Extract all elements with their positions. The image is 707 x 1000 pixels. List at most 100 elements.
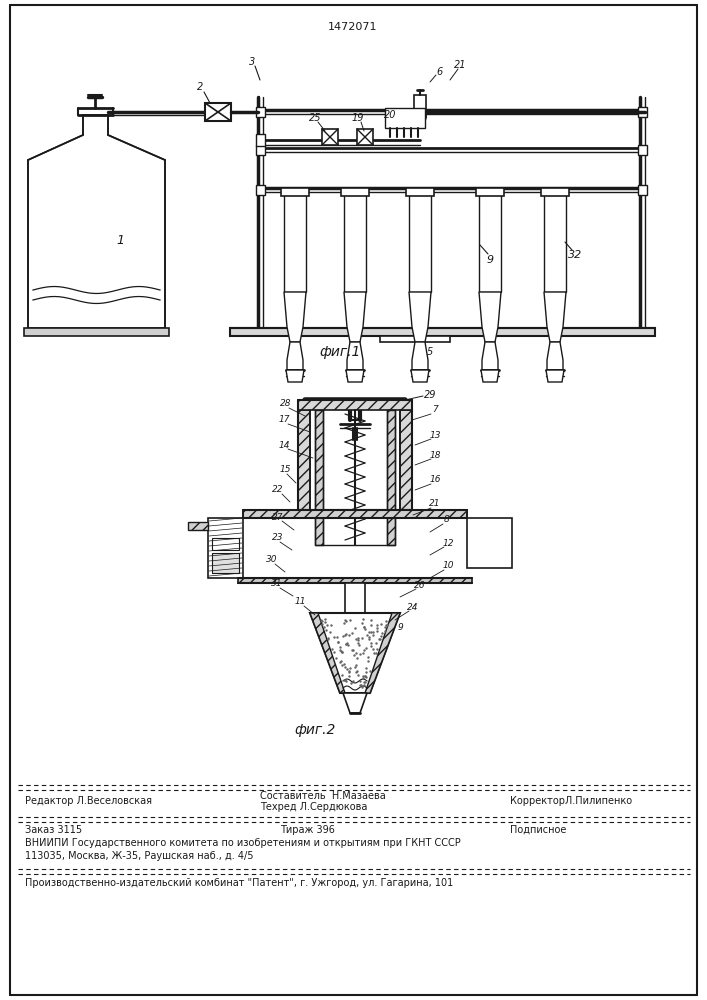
Bar xyxy=(212,538,239,550)
Polygon shape xyxy=(310,613,345,693)
Bar xyxy=(256,185,265,195)
Text: Производственно-издательский комбинат "Патент", г. Ужгород, ул. Гагарина, 101: Производственно-издательский комбинат "П… xyxy=(25,878,453,888)
Bar xyxy=(256,145,265,155)
Bar xyxy=(387,410,395,545)
Text: Тираж 396: Тираж 396 xyxy=(280,825,335,835)
Bar xyxy=(638,107,647,117)
Text: 8: 8 xyxy=(444,516,450,524)
Text: Техред Л.Сердюкова: Техред Л.Сердюкова xyxy=(260,802,368,812)
Text: 17: 17 xyxy=(279,416,290,424)
Text: 16: 16 xyxy=(429,476,440,485)
Bar xyxy=(322,129,338,145)
Polygon shape xyxy=(544,292,566,342)
Text: 7: 7 xyxy=(432,406,438,414)
Text: 2: 2 xyxy=(197,82,203,92)
Bar xyxy=(344,192,366,292)
Text: 27: 27 xyxy=(272,512,284,522)
Text: 11: 11 xyxy=(294,597,305,606)
Polygon shape xyxy=(547,342,563,370)
Text: фиг.2: фиг.2 xyxy=(294,723,336,737)
Bar xyxy=(385,108,425,128)
Text: 21: 21 xyxy=(454,60,466,70)
Text: 25: 25 xyxy=(309,113,321,123)
Bar xyxy=(479,192,501,292)
Bar xyxy=(400,410,412,510)
Text: 28: 28 xyxy=(280,399,292,408)
Text: 14: 14 xyxy=(279,440,290,450)
Polygon shape xyxy=(284,292,306,342)
Bar xyxy=(409,192,431,292)
Polygon shape xyxy=(28,115,165,328)
Polygon shape xyxy=(287,342,303,370)
Text: 23: 23 xyxy=(272,534,284,542)
Bar xyxy=(345,583,365,613)
Bar xyxy=(541,188,569,196)
Bar xyxy=(205,103,231,121)
Bar xyxy=(414,95,426,117)
Text: 1472071: 1472071 xyxy=(328,22,378,32)
Polygon shape xyxy=(411,370,429,382)
Text: фиг.1: фиг.1 xyxy=(320,345,361,359)
Bar xyxy=(256,134,265,146)
Bar xyxy=(406,188,434,196)
Polygon shape xyxy=(346,370,364,382)
Bar xyxy=(24,328,169,336)
Text: 20: 20 xyxy=(384,110,396,120)
Bar xyxy=(208,518,243,578)
Bar xyxy=(638,145,647,155)
Text: 26: 26 xyxy=(414,580,426,589)
Polygon shape xyxy=(482,342,498,370)
Text: 31: 31 xyxy=(271,580,283,588)
Text: 30: 30 xyxy=(267,556,278,564)
Text: 24: 24 xyxy=(407,602,419,611)
Text: Редактор Л.Веселовская: Редактор Л.Веселовская xyxy=(25,796,152,806)
Bar xyxy=(284,192,306,292)
Text: 9: 9 xyxy=(486,255,493,265)
Bar xyxy=(230,328,655,336)
Text: 22: 22 xyxy=(272,486,284,494)
Bar xyxy=(476,188,504,196)
Text: Подписное: Подписное xyxy=(510,825,566,835)
Text: 18: 18 xyxy=(429,450,440,460)
Text: 32: 32 xyxy=(568,250,582,260)
Bar xyxy=(357,129,373,145)
Text: 6: 6 xyxy=(437,67,443,77)
Polygon shape xyxy=(409,292,431,342)
Text: Заказ 3115: Заказ 3115 xyxy=(25,825,82,835)
Text: 9: 9 xyxy=(397,624,403,633)
Text: 10: 10 xyxy=(443,562,454,570)
Text: 1: 1 xyxy=(116,233,124,246)
Polygon shape xyxy=(546,370,564,382)
Bar xyxy=(238,578,472,583)
Text: 5: 5 xyxy=(427,347,433,357)
Text: ВНИИПИ Государственного комитета по изобретениям и открытиям при ГКНТ СССР: ВНИИПИ Государственного комитета по изоб… xyxy=(25,838,461,848)
Bar xyxy=(380,336,450,342)
Bar xyxy=(298,400,412,410)
Polygon shape xyxy=(344,292,366,342)
Circle shape xyxy=(414,111,426,123)
Text: 29: 29 xyxy=(423,390,436,400)
Polygon shape xyxy=(347,342,363,370)
Polygon shape xyxy=(481,370,499,382)
Text: 113035, Москва, Ж-35, Раушская наб., д. 4/5: 113035, Москва, Ж-35, Раушская наб., д. … xyxy=(25,851,254,861)
Polygon shape xyxy=(479,292,501,342)
Bar xyxy=(256,107,265,117)
Polygon shape xyxy=(412,342,428,370)
Bar xyxy=(281,188,309,196)
Bar xyxy=(638,185,647,195)
Bar xyxy=(544,192,566,292)
Circle shape xyxy=(416,101,424,109)
Text: 19: 19 xyxy=(352,113,364,123)
Polygon shape xyxy=(343,693,367,713)
Bar xyxy=(467,518,512,568)
Polygon shape xyxy=(286,370,304,382)
Text: Составитель  Н.Мазаева: Составитель Н.Мазаева xyxy=(260,791,386,801)
Bar xyxy=(298,410,310,510)
Bar xyxy=(315,410,323,545)
Text: 12: 12 xyxy=(443,538,454,548)
Bar xyxy=(341,188,369,196)
Polygon shape xyxy=(365,613,400,693)
Bar xyxy=(212,553,239,573)
Text: 21: 21 xyxy=(429,499,440,508)
Bar xyxy=(188,522,208,530)
